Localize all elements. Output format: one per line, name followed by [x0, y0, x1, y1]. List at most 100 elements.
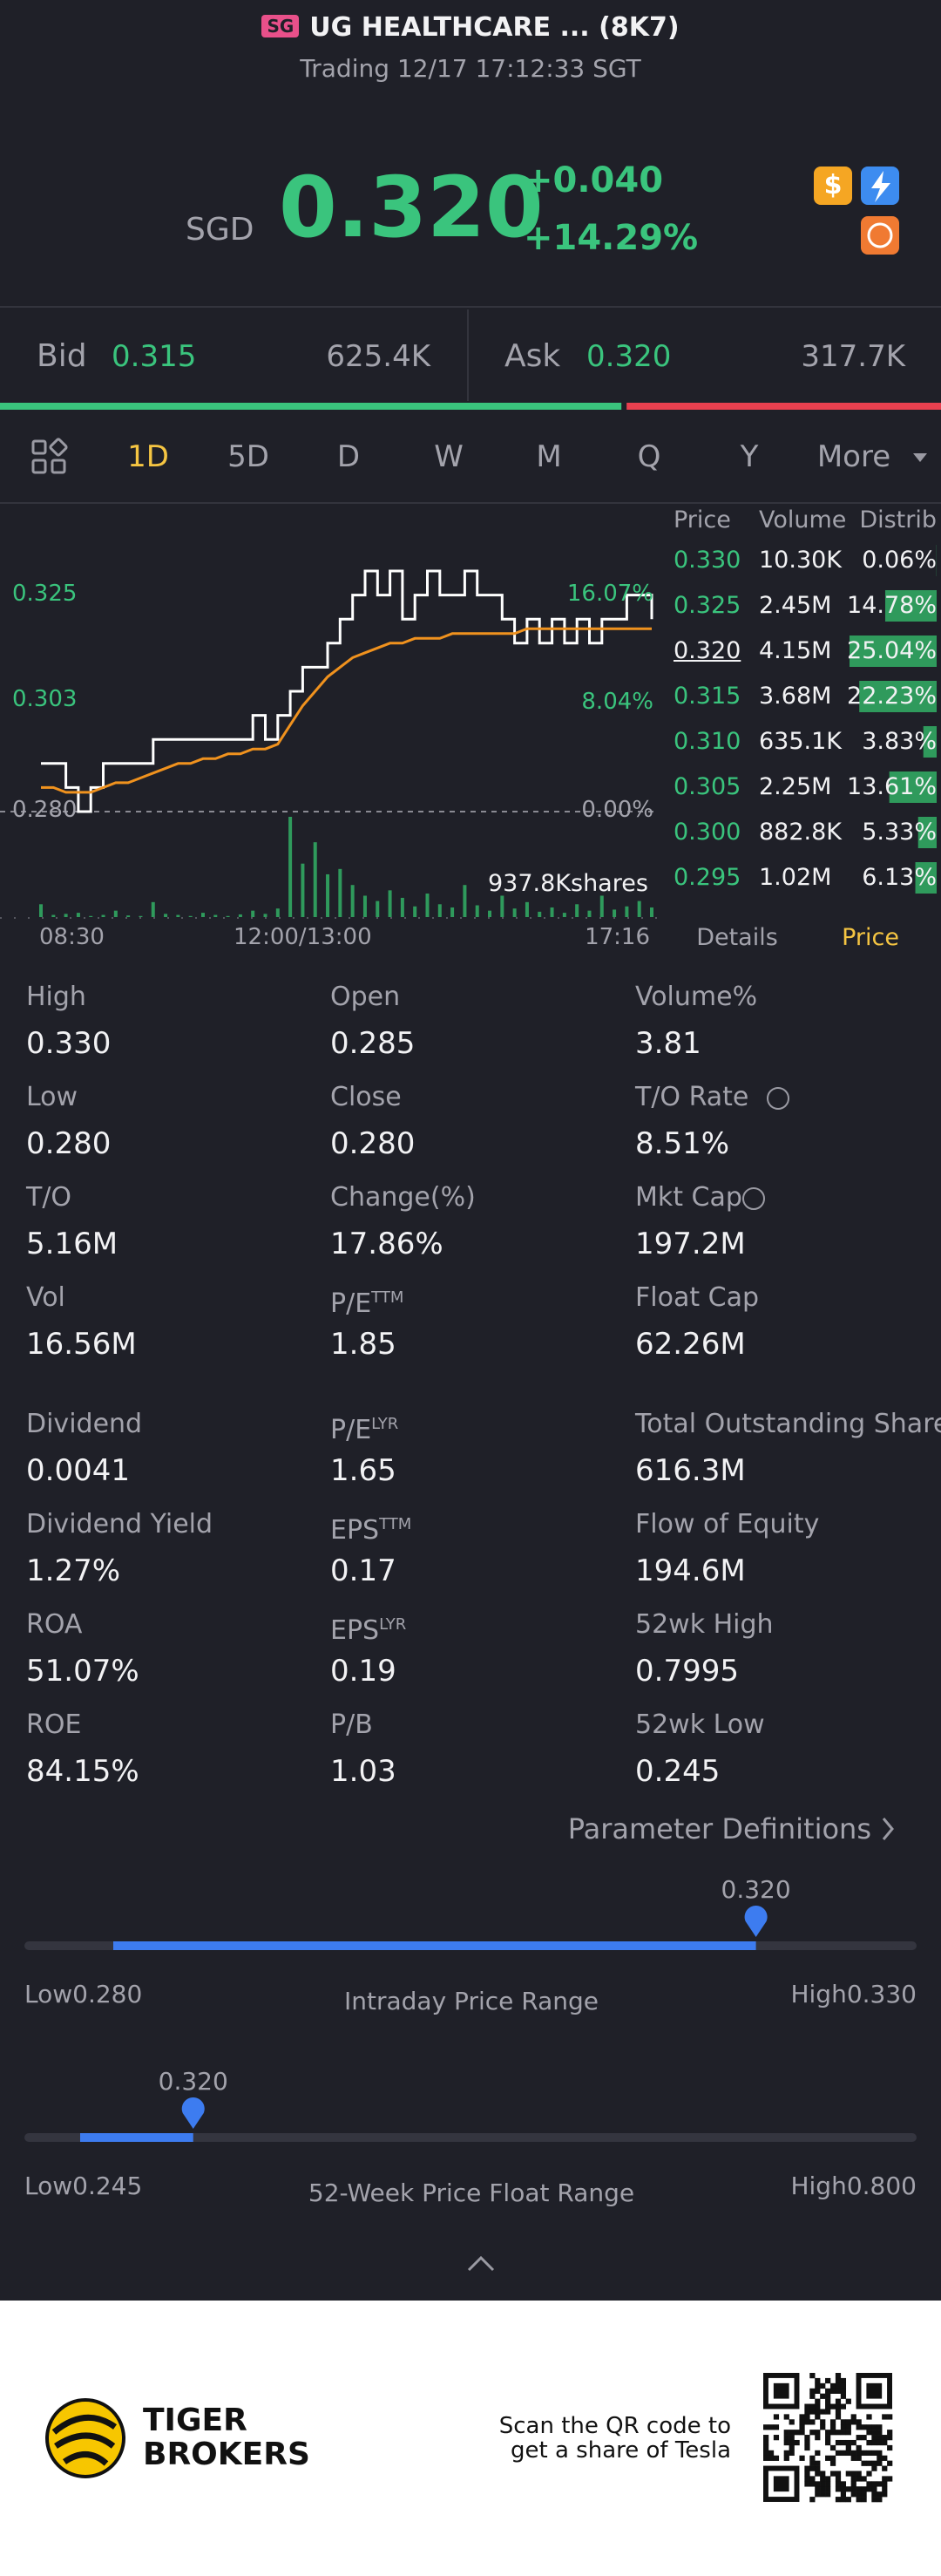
stat-label: Dividend Yield — [26, 1509, 213, 1539]
qr-module — [861, 2486, 867, 2492]
y-tick-label: 0.280 — [12, 797, 78, 824]
volume-bar — [475, 905, 479, 917]
qr-module — [835, 2439, 842, 2446]
qr-module — [820, 2393, 826, 2399]
qr-module — [809, 2388, 816, 2394]
period-tab[interactable]: W — [434, 438, 464, 474]
qr-module — [804, 2403, 810, 2409]
chevron — [882, 1818, 894, 1840]
stat-value: 51.07% — [26, 1653, 139, 1689]
volume-bar — [326, 873, 330, 917]
qr-finder — [866, 2382, 883, 2399]
period-tab[interactable]: D — [336, 438, 361, 474]
qr-module — [804, 2476, 810, 2482]
qr-module — [804, 2409, 810, 2415]
chart-tab[interactable]: Details — [696, 923, 778, 951]
qr-module — [861, 2476, 867, 2482]
info-icon[interactable] — [742, 1187, 765, 1210]
price-change-pct: +14.29% — [524, 218, 699, 258]
qr-module — [835, 2409, 842, 2415]
qr-module — [809, 2430, 816, 2436]
collapse-chevron[interactable] — [467, 2255, 495, 2272]
range-high-label: High — [790, 1980, 847, 2009]
promo-text: Scan the QR code to — [498, 2413, 731, 2440]
range-fill — [80, 2133, 193, 2142]
stat-label: 52wk Low — [635, 1709, 765, 1740]
stat-label: P/ELYR — [330, 1415, 399, 1445]
qr-module — [815, 2481, 821, 2487]
period-tab[interactable]: Q — [637, 438, 661, 474]
qr-module — [861, 2435, 867, 2441]
qr-code — [763, 2373, 893, 2503]
volume-bar — [238, 914, 242, 917]
stat-label: 52wk High — [635, 1609, 774, 1640]
qr-module — [820, 2491, 826, 2498]
tab-grid-icon[interactable] — [31, 438, 68, 474]
qr-module — [845, 2398, 851, 2404]
period-tab[interactable]: Y — [740, 438, 759, 474]
stat-label: P/B — [330, 1709, 373, 1740]
qr-module — [835, 2450, 842, 2457]
stat-value: 616.3M — [635, 1452, 746, 1488]
stat-label: Flow of Equity — [635, 1509, 820, 1539]
volume-bar — [599, 895, 604, 917]
qr-module — [877, 2455, 883, 2461]
qr-module — [835, 2471, 842, 2477]
qr-module — [815, 2382, 821, 2389]
qr-module — [866, 2439, 872, 2446]
period-tab[interactable]: M — [536, 438, 562, 474]
qr-module — [877, 2430, 883, 2436]
qr-module — [866, 2471, 872, 2477]
distribution-bar — [917, 817, 937, 848]
volume-bar — [376, 901, 380, 917]
price-line — [41, 569, 653, 813]
qr-module — [799, 2424, 805, 2430]
stat-label: Mkt Cap — [635, 1182, 742, 1213]
stat-label-sup: LYR — [371, 1415, 399, 1433]
qr-module — [866, 2450, 872, 2457]
stat-value: 0.280 — [26, 1125, 112, 1161]
volume-bar — [437, 904, 442, 917]
qr-module — [861, 2497, 867, 2503]
qr-module — [804, 2444, 810, 2451]
range-current: 0.320 — [158, 2067, 228, 2097]
qr-module — [882, 2486, 888, 2492]
book-volume: 882.8K — [759, 818, 843, 846]
stat-label: P/ETTM — [330, 1288, 404, 1319]
qr-module — [850, 2486, 856, 2492]
volume-bar — [89, 915, 93, 917]
period-tab[interactable]: More — [816, 438, 891, 474]
qr-module — [845, 2444, 851, 2451]
range-fill — [113, 1941, 756, 1950]
bid-volume: 625.4K — [326, 338, 430, 374]
info-icon[interactable] — [767, 1087, 789, 1110]
qr-module — [882, 2455, 888, 2461]
qr-module — [871, 2430, 877, 2436]
stat-label: Low — [26, 1082, 78, 1112]
qr-module — [840, 2403, 847, 2409]
volume-bar — [226, 915, 230, 917]
ask-price: 0.320 — [586, 338, 672, 374]
qr-module — [856, 2419, 862, 2425]
qr-module — [845, 2471, 851, 2477]
qr-module — [804, 2465, 810, 2471]
qr-module — [783, 2435, 789, 2441]
volume-bar — [213, 914, 218, 917]
qr-module — [835, 2373, 842, 2379]
qr-module — [783, 2439, 789, 2446]
period-tab[interactable]: 5D — [227, 438, 269, 474]
header-title: SG UG HEALTHCARE ... (8K7) — [0, 12, 941, 43]
stat-label: T/O Rate — [635, 1082, 749, 1112]
qr-module — [763, 2424, 769, 2430]
range-low: 0.245 — [72, 2172, 143, 2201]
qr-module — [804, 2414, 810, 2420]
parameter-definitions[interactable]: Parameter Definitions — [567, 1811, 871, 1845]
qr-module — [887, 2444, 893, 2451]
qr-module — [783, 2450, 789, 2457]
qr-module — [763, 2439, 769, 2446]
period-tab[interactable]: 1D — [127, 438, 169, 474]
qr-module — [799, 2455, 805, 2461]
chart-tab[interactable]: Price — [842, 923, 899, 951]
